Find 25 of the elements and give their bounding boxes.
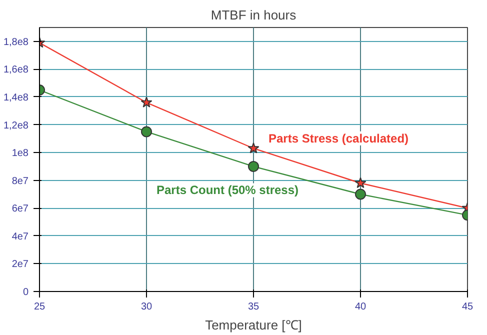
point (355, 188, 366, 200)
point (141, 126, 152, 138)
y-tick-label: 8e7 (12, 176, 29, 187)
x-tick-label: 30 (140, 302, 152, 312)
series-label: Parts Count (50% stress) (156, 183, 299, 198)
point (140, 96, 152, 108)
y-tick-label: 1,2e8 (3, 120, 29, 132)
chart-title: MTBF in hours (210, 8, 297, 22)
y-tick-label: 1,4e8 (3, 92, 29, 104)
y-tick-label: 6e7 (12, 204, 29, 215)
x-axis-title: Temperature [℃] (205, 318, 302, 332)
y-tick-label: 2e7 (12, 259, 29, 270)
y-tick-label: 4e7 (12, 231, 29, 242)
x-tick-label: 25 (34, 302, 46, 312)
y-tick-label: 1,6e8 (3, 64, 29, 76)
point (248, 142, 260, 154)
y-tick-label: 0 (22, 287, 29, 298)
series-label: Parts Stress (calculated) (268, 131, 409, 146)
x-tick-label: 45 (462, 302, 474, 312)
x-tick-label: 35 (248, 302, 260, 312)
y-tick-label: 1e8 (12, 148, 29, 160)
point (248, 160, 259, 172)
x-tick-label: 40 (354, 302, 366, 312)
point (354, 177, 366, 188)
y-tick-label: 1,8e8 (3, 36, 29, 48)
